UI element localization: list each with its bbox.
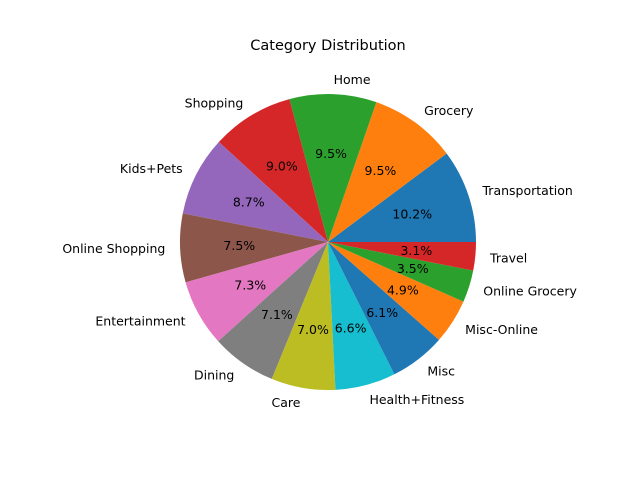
- pie-slice-care: [271, 242, 336, 391]
- pie-slice-health-fitness: [328, 242, 395, 390]
- percent-label-kids-pets: 8.7%: [233, 194, 265, 209]
- percent-label-transportation: 10.2%: [392, 207, 432, 222]
- chart-title: Category Distribution: [250, 38, 405, 54]
- pie-slice-dining: [218, 242, 328, 379]
- pie-slice-travel: [328, 242, 476, 271]
- percent-label-travel: 3.1%: [400, 243, 432, 258]
- percent-label-dining: 7.1%: [261, 307, 293, 322]
- category-label-online-grocery: Online Grocery: [483, 283, 577, 298]
- category-label-entertainment: Entertainment: [95, 313, 185, 328]
- percent-label-entertainment: 7.3%: [234, 278, 266, 293]
- category-label-misc-online: Misc-Online: [465, 322, 538, 337]
- percent-label-home: 9.5%: [315, 146, 347, 161]
- percent-label-grocery: 9.5%: [365, 163, 397, 178]
- category-label-health-fitness: Health+Fitness: [369, 392, 464, 407]
- percent-labels: 10.2% 9.5% 9.5% 9.0% 8.7% 7.5% 7.3% 7.1% 7.0% 6.6…: [223, 146, 432, 337]
- category-label-home: Home: [334, 72, 371, 87]
- category-label-grocery: Grocery: [424, 103, 474, 118]
- pie-slices: [179, 94, 476, 391]
- pie-slice-misc: [328, 242, 440, 375]
- pie-slice-entertainment: [185, 242, 328, 342]
- category-label-online-shopping: Online Shopping: [62, 241, 165, 256]
- pie-slice-online-shopping: [179, 213, 328, 283]
- category-label-kids-pets: Kids+Pets: [120, 161, 183, 176]
- pie-slice-kids-pets: [182, 142, 328, 242]
- category-label-travel: Travel: [489, 250, 527, 265]
- pie-slice-shopping: [218, 99, 328, 242]
- category-label-shopping: Shopping: [185, 95, 244, 110]
- percent-label-online-grocery: 3.5%: [397, 261, 429, 276]
- pie-slice-misc-online: [328, 242, 464, 340]
- pie-slice-online-grocery: [328, 242, 474, 302]
- pie-slice-transportation: [328, 153, 476, 242]
- percent-label-online-shopping: 7.5%: [223, 238, 255, 253]
- category-label-dining: Dining: [194, 368, 234, 383]
- pie-slice-home: [289, 94, 377, 243]
- percent-label-shopping: 9.0%: [266, 159, 298, 174]
- category-label-misc: Misc: [427, 363, 455, 378]
- pie-slice-grocery: [328, 102, 447, 242]
- category-label-transportation: Transportation: [482, 183, 573, 198]
- category-label-care: Care: [272, 395, 301, 410]
- category-labels: Transportation Grocery Home Shopping Kids+Pe…: [62, 72, 577, 410]
- percent-label-misc-online: 4.9%: [387, 282, 419, 297]
- percent-label-care: 7.0%: [297, 322, 329, 337]
- percent-label-misc: 6.1%: [366, 305, 398, 320]
- percent-label-health-fitness: 6.6%: [335, 320, 367, 335]
